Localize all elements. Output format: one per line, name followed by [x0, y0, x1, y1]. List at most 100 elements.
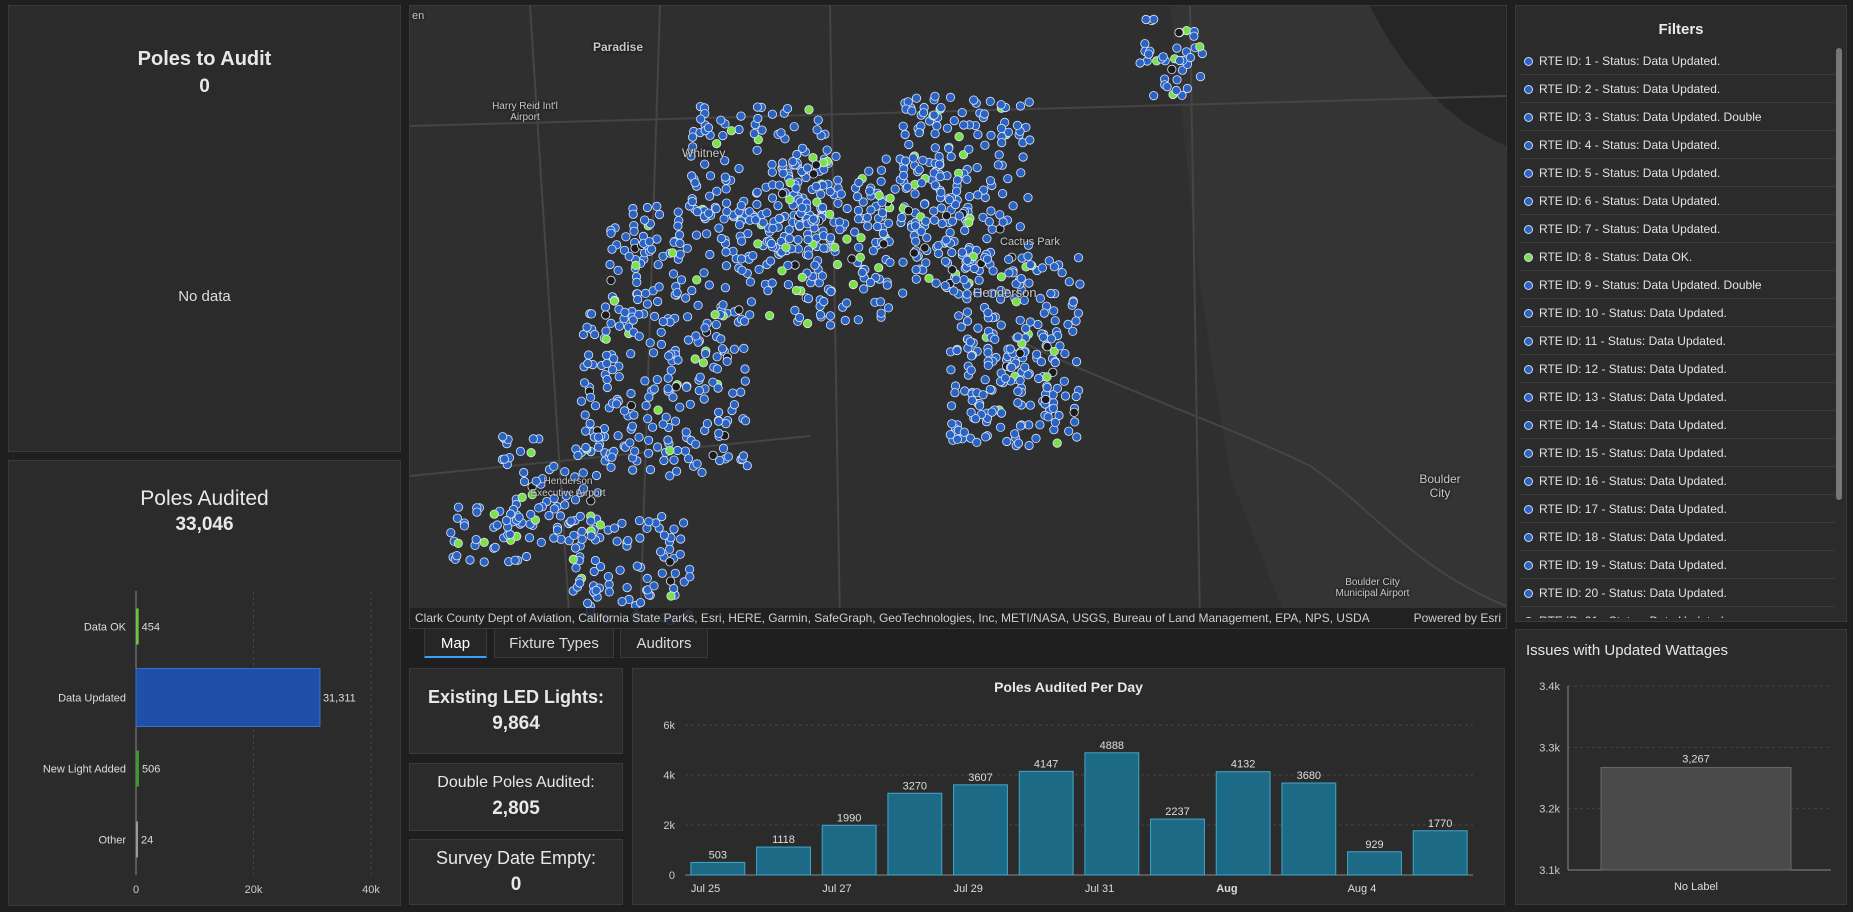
map-point — [767, 159, 777, 169]
filter-item[interactable]: RTE ID: 4 - Status: Data Updated. — [1520, 132, 1835, 159]
filter-item[interactable]: RTE ID: 9 - Status: Data Updated. Double — [1520, 272, 1835, 299]
map-point — [876, 308, 886, 318]
map-point — [643, 414, 653, 424]
filter-item[interactable]: RTE ID: 6 - Status: Data Updated. — [1520, 188, 1835, 215]
tab-auditors[interactable]: Auditors — [620, 628, 708, 658]
map-point — [607, 452, 617, 462]
map-point — [581, 426, 591, 436]
map-point — [1000, 373, 1011, 383]
map-point — [1037, 263, 1048, 273]
filter-item[interactable]: RTE ID: 3 - Status: Data Updated. Double — [1520, 104, 1835, 131]
tab-map[interactable]: Map — [424, 628, 487, 658]
map-label-boulder-airport: Boulder City Municipal Airport — [1335, 577, 1410, 599]
map-point — [691, 230, 702, 240]
map-point — [586, 496, 596, 506]
filters-title: Filters — [1658, 21, 1704, 38]
existing-led-card: Existing LED Lights: 9,864 — [409, 668, 623, 754]
filter-item[interactable]: RTE ID: 13 - Status: Data Updated. — [1520, 384, 1835, 411]
poles-to-audit-title: Poles to Audit — [137, 48, 272, 70]
map-point-layer[interactable] — [446, 14, 1207, 626]
y-tick-label: 3.3k — [1539, 742, 1560, 754]
map-point — [980, 375, 990, 385]
filter-item[interactable]: RTE ID: 21 - Status: Data Updated. — [1520, 608, 1835, 618]
map-point — [1060, 348, 1070, 359]
map-point — [803, 293, 813, 304]
filter-item[interactable]: RTE ID: 14 - Status: Data Updated. — [1520, 412, 1835, 439]
map-point — [833, 198, 843, 208]
map-point — [570, 472, 580, 482]
map-point — [914, 128, 924, 138]
filter-item[interactable]: RTE ID: 20 - Status: Data Updated. — [1520, 580, 1835, 607]
map-point — [718, 443, 729, 453]
map-point — [941, 211, 952, 221]
map-point — [911, 93, 922, 103]
map-point — [654, 209, 665, 220]
map-canvas[interactable] — [410, 6, 1506, 628]
map-point — [665, 471, 675, 481]
map-point — [788, 156, 798, 167]
map-point — [791, 285, 801, 296]
powered-by-esri[interactable]: Powered by Esri — [1413, 611, 1501, 625]
map-point — [700, 349, 711, 359]
map-point — [762, 208, 772, 218]
filter-item[interactable]: RTE ID: 17 - Status: Data Updated. — [1520, 496, 1835, 523]
filter-item[interactable]: RTE ID: 5 - Status: Data Updated. — [1520, 160, 1835, 187]
map-point — [656, 327, 666, 337]
filter-item[interactable]: RTE ID: 8 - Status: Data OK. — [1520, 244, 1835, 271]
filter-item[interactable]: RTE ID: 10 - Status: Data Updated. — [1520, 300, 1835, 327]
map-point — [575, 578, 585, 588]
map-point — [972, 437, 982, 447]
map-point — [890, 184, 900, 194]
filter-item-label: RTE ID: 14 - Status: Data Updated. — [1539, 418, 1727, 432]
filter-item[interactable]: RTE ID: 1 - Status: Data Updated. — [1520, 48, 1835, 75]
map-point — [527, 489, 537, 500]
filter-item[interactable]: RTE ID: 2 - Status: Data Updated. — [1520, 76, 1835, 103]
status-dot-icon — [1524, 448, 1533, 458]
map-point — [934, 151, 944, 162]
map-point — [648, 348, 659, 358]
map-point — [720, 172, 730, 182]
wattage-title: Issues with Updated Wattages — [1526, 642, 1729, 659]
map-point — [881, 154, 891, 164]
map-point — [589, 566, 599, 577]
map-point — [659, 530, 669, 540]
map-point — [791, 183, 801, 193]
map-point — [634, 432, 644, 442]
map-point — [1060, 391, 1071, 401]
map-point — [721, 247, 731, 257]
map-point — [627, 421, 637, 431]
map-point — [1032, 349, 1042, 359]
x-tick-label: Jul 31 — [1085, 883, 1114, 895]
per-day-title: Poles Audited Per Day — [994, 679, 1143, 695]
filter-item[interactable]: RTE ID: 18 - Status: Data Updated. — [1520, 524, 1835, 551]
status-dot-icon — [1524, 308, 1533, 318]
map-point — [945, 92, 956, 103]
map-point — [568, 554, 578, 565]
map-point — [842, 203, 852, 214]
map-point — [629, 410, 639, 420]
map-point — [645, 464, 656, 475]
tab-fixture-types[interactable]: Fixture Types — [494, 628, 614, 658]
map-point — [946, 365, 956, 375]
filter-item[interactable]: RTE ID: 19 - Status: Data Updated. — [1520, 552, 1835, 579]
filters-scrollbar[interactable] — [1836, 48, 1842, 500]
filter-item[interactable]: RTE ID: 12 - Status: Data Updated. — [1520, 356, 1835, 383]
map-point — [640, 215, 650, 225]
map-point — [1049, 262, 1059, 272]
filter-item[interactable]: RTE ID: 11 - Status: Data Updated. — [1520, 328, 1835, 355]
filter-item[interactable]: RTE ID: 15 - Status: Data Updated. — [1520, 440, 1835, 467]
map-point — [951, 186, 962, 196]
filter-item[interactable]: RTE ID: 16 - Status: Data Updated. — [1520, 468, 1835, 495]
x-tick-label: 20k — [245, 884, 263, 896]
map-view[interactable]: en Paradise Harry Reid Int'l Airport Whi… — [409, 5, 1507, 629]
map-point — [952, 175, 963, 185]
map-point — [674, 230, 685, 240]
filter-item[interactable]: RTE ID: 7 - Status: Data Updated. — [1520, 216, 1835, 243]
map-point — [918, 155, 928, 165]
value-label: 3680 — [1297, 770, 1321, 782]
map-point — [918, 108, 929, 118]
map-point — [966, 407, 976, 417]
filter-list[interactable]: RTE ID: 1 - Status: Data Updated. RTE ID:… — [1520, 48, 1838, 618]
map-point — [652, 201, 662, 211]
map-point — [1050, 357, 1060, 368]
